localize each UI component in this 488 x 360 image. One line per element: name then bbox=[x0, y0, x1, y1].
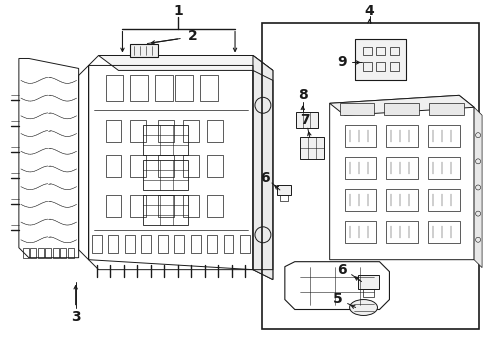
Polygon shape bbox=[428, 103, 463, 115]
Bar bbox=[207, 155, 223, 177]
Bar bbox=[158, 155, 174, 177]
Text: 3: 3 bbox=[71, 310, 81, 324]
Bar bbox=[344, 157, 376, 179]
Bar bbox=[157, 235, 167, 253]
Bar bbox=[427, 157, 459, 179]
Bar bbox=[45, 248, 51, 258]
Text: 6: 6 bbox=[260, 171, 269, 185]
Bar bbox=[206, 235, 217, 253]
Bar bbox=[183, 155, 199, 177]
Bar bbox=[299, 137, 323, 159]
Bar bbox=[38, 248, 44, 258]
Bar bbox=[130, 44, 158, 58]
Bar bbox=[386, 157, 417, 179]
Bar bbox=[124, 235, 134, 253]
Bar bbox=[30, 248, 36, 258]
Ellipse shape bbox=[349, 300, 377, 315]
Bar bbox=[60, 248, 66, 258]
Bar bbox=[362, 62, 371, 71]
Bar bbox=[276, 185, 290, 195]
Bar bbox=[344, 221, 376, 243]
Bar bbox=[207, 120, 223, 142]
Bar bbox=[427, 125, 459, 147]
Bar bbox=[141, 235, 151, 253]
Text: 6: 6 bbox=[336, 263, 346, 276]
Bar bbox=[389, 46, 399, 55]
Polygon shape bbox=[252, 55, 272, 280]
Bar bbox=[200, 75, 218, 101]
Bar bbox=[158, 195, 174, 217]
Text: 7: 7 bbox=[299, 113, 309, 127]
Bar bbox=[130, 120, 146, 142]
Polygon shape bbox=[329, 95, 473, 115]
Bar bbox=[105, 120, 121, 142]
Bar bbox=[23, 248, 29, 258]
Text: 5: 5 bbox=[332, 292, 342, 306]
Bar bbox=[376, 62, 385, 71]
Bar bbox=[357, 275, 379, 289]
Bar bbox=[386, 189, 417, 211]
Bar bbox=[362, 289, 374, 297]
Bar bbox=[130, 75, 148, 101]
Bar bbox=[344, 125, 376, 147]
Bar bbox=[155, 75, 173, 101]
Bar bbox=[67, 248, 74, 258]
Bar bbox=[130, 155, 146, 177]
Bar bbox=[190, 235, 200, 253]
Bar bbox=[158, 120, 174, 142]
Bar bbox=[91, 235, 102, 253]
Bar bbox=[130, 195, 146, 217]
Bar bbox=[295, 112, 317, 128]
Polygon shape bbox=[384, 103, 419, 115]
Bar bbox=[183, 120, 199, 142]
Bar bbox=[105, 75, 123, 101]
Bar bbox=[386, 221, 417, 243]
Text: 8: 8 bbox=[297, 88, 307, 102]
Bar bbox=[389, 62, 399, 71]
Text: 9: 9 bbox=[336, 55, 346, 69]
Bar bbox=[105, 155, 121, 177]
Bar bbox=[174, 235, 183, 253]
Polygon shape bbox=[99, 55, 272, 71]
Bar bbox=[105, 195, 121, 217]
Bar bbox=[354, 39, 406, 80]
Text: 4: 4 bbox=[364, 4, 374, 18]
Text: 2: 2 bbox=[188, 28, 198, 42]
Polygon shape bbox=[339, 103, 374, 115]
Bar bbox=[223, 235, 233, 253]
Bar bbox=[262, 23, 478, 329]
Bar bbox=[53, 248, 59, 258]
Bar bbox=[376, 46, 385, 55]
Bar bbox=[240, 235, 249, 253]
Bar bbox=[427, 221, 459, 243]
Bar bbox=[108, 235, 118, 253]
Bar bbox=[344, 189, 376, 211]
Polygon shape bbox=[473, 107, 481, 268]
Bar bbox=[207, 195, 223, 217]
Bar bbox=[386, 125, 417, 147]
Bar bbox=[279, 195, 287, 201]
Bar bbox=[183, 195, 199, 217]
Bar bbox=[362, 46, 371, 55]
Bar bbox=[175, 75, 193, 101]
Bar bbox=[427, 189, 459, 211]
Text: 1: 1 bbox=[173, 4, 183, 18]
